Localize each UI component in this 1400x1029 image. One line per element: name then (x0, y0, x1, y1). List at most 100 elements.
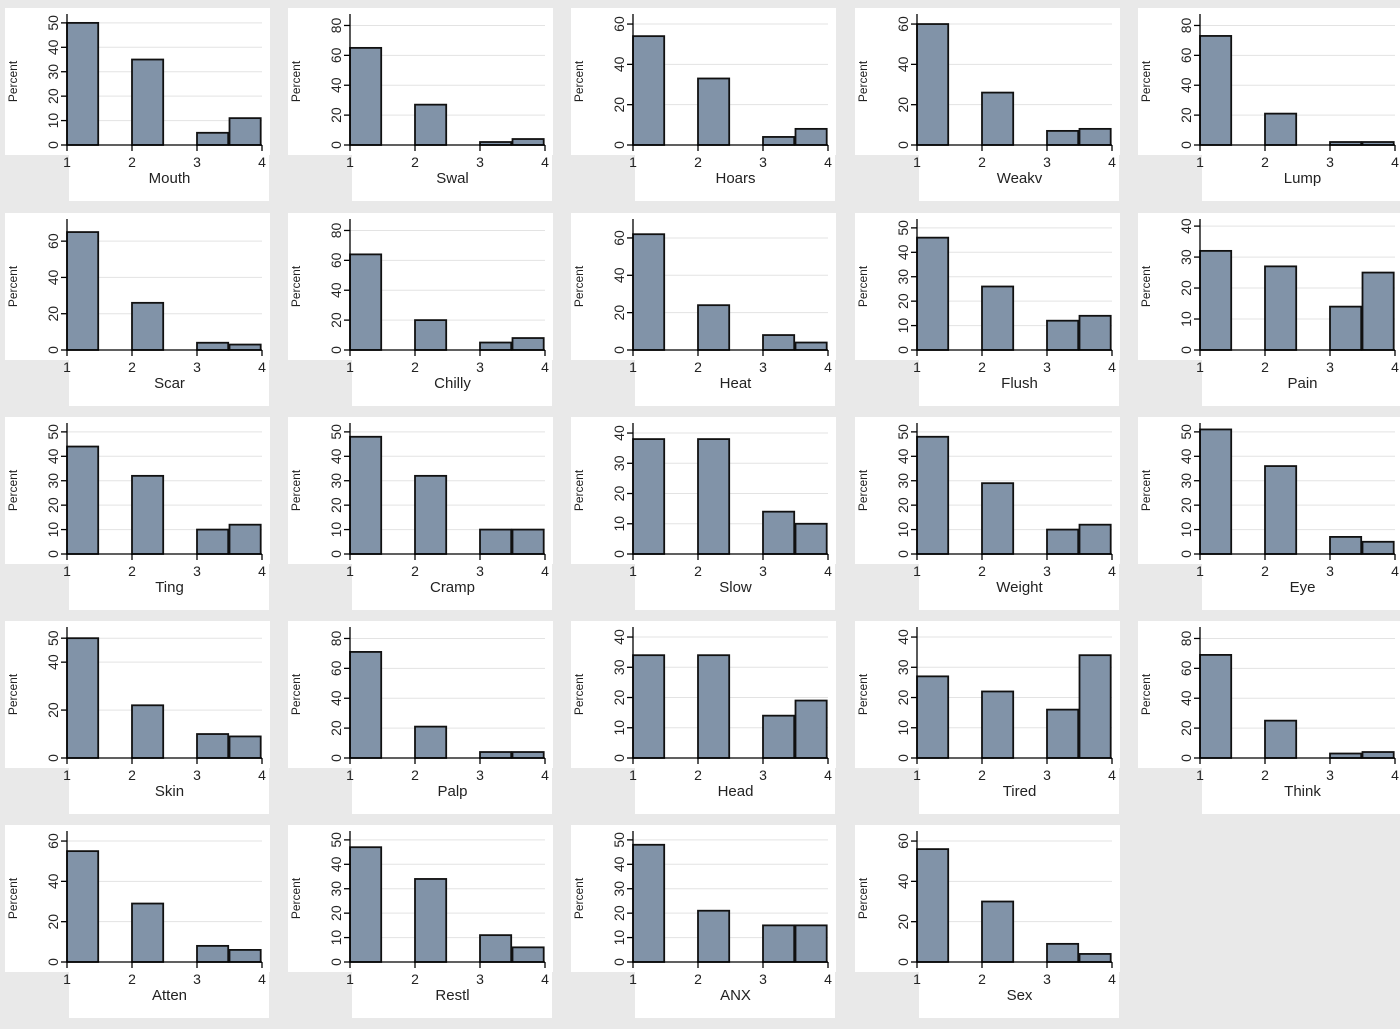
x-axis-label: Atten (152, 987, 187, 1004)
x-label-background (1202, 155, 1400, 201)
x-tick-label: 4 (1391, 359, 1399, 375)
y-tick-label: 0 (895, 141, 911, 149)
x-axis-label: Flush (1001, 375, 1038, 392)
histogram-bar (981, 91, 1015, 146)
x-axis-label: Heat (720, 375, 753, 392)
y-axis-label: Percent (856, 877, 870, 919)
x-tick-label: 2 (1261, 563, 1269, 579)
y-axis-label: Percent (572, 877, 586, 919)
x-label-background (635, 768, 835, 814)
y-tick-label: 30 (45, 64, 61, 80)
histogram-bar (916, 236, 950, 351)
x-label-background (352, 155, 552, 201)
y-tick-label: 0 (611, 550, 627, 558)
x-tick-label: 2 (694, 154, 702, 170)
y-tick-label: 40 (328, 448, 344, 464)
histogram-bar (228, 735, 262, 759)
y-tick-label: 40 (328, 856, 344, 872)
y-tick-label: 30 (1178, 249, 1194, 265)
x-tick-label: 3 (193, 767, 201, 783)
x-tick-label: 4 (258, 154, 266, 170)
histogram-bar (66, 21, 100, 146)
histogram-bar (1199, 249, 1233, 351)
y-tick-label: 40 (328, 282, 344, 298)
x-tick-label: 2 (978, 767, 986, 783)
x-tick-label: 3 (1043, 359, 1051, 375)
x-tick-label: 1 (913, 359, 921, 375)
y-tick-label: 60 (1178, 660, 1194, 676)
y-tick-label: 10 (45, 522, 61, 538)
x-tick-label: 2 (128, 971, 136, 987)
y-tick-label: 60 (328, 252, 344, 268)
y-axis-label: Percent (6, 469, 20, 511)
histogram-bar (697, 654, 731, 759)
x-tick-label: 3 (476, 971, 484, 987)
y-tick-label: 60 (45, 233, 61, 249)
y-axis-label: Percent (6, 877, 20, 919)
y-tick-label: 50 (328, 424, 344, 440)
y-tick-label: 30 (1178, 473, 1194, 489)
histogram-bar (632, 843, 666, 963)
histogram-bar (66, 445, 100, 555)
y-tick-label: 50 (895, 424, 911, 440)
x-tick-label: 4 (1108, 971, 1116, 987)
x-label-background (1202, 360, 1400, 406)
y-tick-label: 10 (45, 113, 61, 129)
histogram-bar (762, 510, 796, 555)
histogram-bar (1361, 540, 1395, 555)
y-tick-label: 20 (45, 702, 61, 718)
x-axis-label: Mouth (149, 170, 191, 187)
histogram-bar (1264, 719, 1298, 759)
y-tick-label: 0 (611, 141, 627, 149)
x-tick-label: 2 (694, 563, 702, 579)
x-label-background (69, 768, 269, 814)
x-axis-label: Weight (996, 579, 1043, 596)
histogram-bar (511, 751, 545, 759)
histogram-panel: 0 20 40 60 80 1 2 3 4 Percent Palp (288, 621, 553, 814)
y-axis-label: Percent (6, 265, 20, 307)
y-tick-label: 40 (611, 56, 627, 72)
x-tick-label: 1 (63, 359, 71, 375)
y-tick-label: 30 (611, 659, 627, 675)
y-tick-label: 60 (328, 47, 344, 63)
y-tick-label: 60 (611, 230, 627, 246)
histogram-panel: 0 10 20 30 40 50 1 2 3 4 Percent Mouth (5, 8, 270, 201)
y-tick-label: 50 (328, 832, 344, 848)
y-tick-label: 60 (45, 833, 61, 849)
x-tick-label: 2 (1261, 154, 1269, 170)
histogram-bar (349, 846, 383, 963)
y-tick-label: 10 (611, 930, 627, 946)
x-label-background (919, 360, 1119, 406)
histogram-bar (349, 435, 383, 555)
y-tick-label: 80 (328, 222, 344, 238)
x-tick-label: 1 (63, 767, 71, 783)
y-tick-label: 10 (895, 318, 911, 334)
histogram-bar (916, 848, 950, 963)
histogram-panel: 0 10 20 30 40 50 1 2 3 4 Percent Eye (1138, 417, 1400, 610)
x-label-background (919, 155, 1119, 201)
y-tick-label: 0 (611, 754, 627, 762)
x-tick-label: 3 (476, 359, 484, 375)
y-tick-label: 40 (45, 269, 61, 285)
x-label-background (1202, 768, 1400, 814)
x-tick-label: 3 (759, 971, 767, 987)
x-tick-label: 1 (346, 154, 354, 170)
histogram-panel: 0 20 40 50 1 2 3 4 Percent Skin (5, 621, 270, 814)
x-label-background (69, 564, 269, 610)
x-tick-label: 1 (913, 767, 921, 783)
histogram-bar (414, 474, 448, 555)
histogram-bar (228, 949, 262, 963)
y-tick-label: 0 (1178, 346, 1194, 354)
histogram-bar (794, 127, 828, 146)
y-tick-label: 50 (45, 424, 61, 440)
y-tick-label: 20 (1178, 107, 1194, 123)
y-tick-label: 20 (328, 107, 344, 123)
x-tick-label: 1 (1196, 154, 1204, 170)
histogram-bar (632, 35, 666, 146)
y-axis-label: Percent (856, 265, 870, 307)
x-tick-label: 1 (1196, 767, 1204, 783)
histogram-panel: 0 20 40 60 1 2 3 4 Percent Scar (5, 213, 270, 406)
x-label-background (919, 564, 1119, 610)
x-axis-label: Pain (1287, 375, 1317, 392)
histogram-bar (1264, 265, 1298, 351)
